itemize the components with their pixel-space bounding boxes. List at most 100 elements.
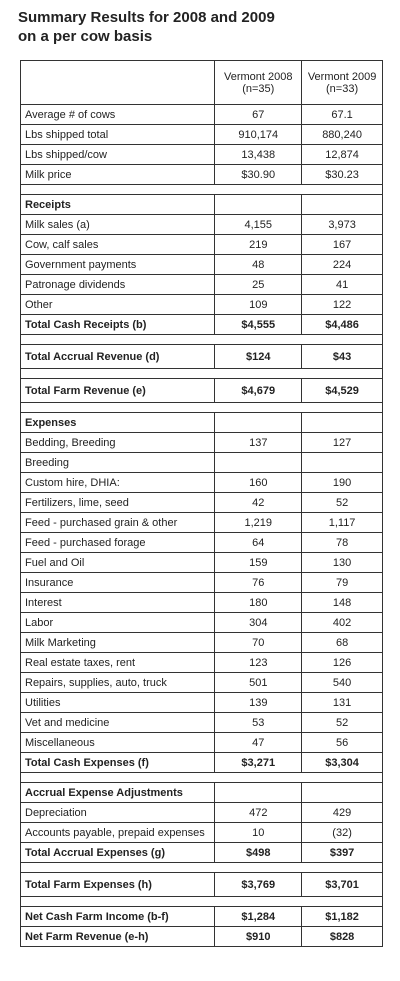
table-row: Receipts (19, 194, 383, 215)
cell-value: 10 (214, 822, 303, 843)
spacer (20, 368, 383, 379)
cell-value: 109 (214, 294, 303, 315)
cell-value (214, 782, 303, 803)
cell-value: 78 (301, 532, 383, 553)
cell-value: 122 (301, 294, 383, 315)
cell-value: 123 (214, 652, 303, 673)
cell-value: 137 (214, 432, 303, 453)
table-row: Real estate taxes, rent 123 126 (19, 652, 383, 673)
table-row: Total Cash Receipts (b) $4,555 $4,486 (19, 314, 383, 335)
table-row: Fuel and Oil 159 130 (19, 552, 383, 573)
cell-value: $3,304 (301, 752, 383, 773)
cell-value: 139 (214, 692, 303, 713)
cell-value: 131 (301, 692, 383, 713)
row-label: Bedding, Breeding (19, 432, 216, 453)
table-row: Cow, calf sales 219 167 (19, 234, 383, 255)
row-label: Milk price (19, 164, 216, 185)
cell-value: 540 (301, 672, 383, 693)
table-row: Patronage dividends 25 41 (19, 274, 383, 295)
cell-value: 304 (214, 612, 303, 633)
title-line: on a per cow basis (18, 28, 153, 45)
table-row: Expenses (19, 412, 383, 433)
table-row: Bedding, Breeding 137 127 (19, 432, 383, 453)
table-row: Government payments 48 224 (19, 254, 383, 275)
table-row: Insurance 76 79 (19, 572, 383, 593)
table-row: Milk sales (a) 4,155 3,973 (19, 214, 383, 235)
row-label: Interest (19, 592, 216, 613)
cell-value: 180 (214, 592, 303, 613)
table-row: Milk Marketing 70 68 (19, 632, 383, 653)
row-label: Milk sales (a) (19, 214, 216, 235)
row-label: Total Accrual Revenue (d) (19, 344, 216, 369)
spacer-cell (20, 184, 383, 195)
cell-value: 41 (301, 274, 383, 295)
table-row: Miscellaneous 47 56 (19, 732, 383, 753)
row-label: Fertilizers, lime, seed (19, 492, 216, 513)
cell-value: 64 (214, 532, 303, 553)
row-label: Custom hire, DHIA: (19, 472, 216, 493)
cell-value: 1,117 (301, 512, 383, 533)
row-label: Other (19, 294, 216, 315)
table-row: Feed - purchased forage 64 78 (19, 532, 383, 553)
row-label: Depreciation (19, 802, 216, 823)
spacer-cell (20, 334, 383, 345)
row-label: Labor (19, 612, 216, 633)
table-row: Total Farm Expenses (h) $3,769 $3,701 (19, 872, 383, 897)
cell-value: 219 (214, 234, 303, 255)
row-label: Total Farm Revenue (e) (19, 378, 216, 403)
cell-value: 48 (214, 254, 303, 275)
spacer-cell (20, 368, 383, 379)
table-row: Labor 304 402 (19, 612, 383, 633)
row-label: Insurance (19, 572, 216, 593)
cell-value: 67.1 (301, 104, 383, 125)
column-header: Vermont 2008 (n=35) (214, 60, 303, 105)
summary-table: Vermont 2008 (n=35) Vermont 2009 (n=33) Av… (19, 60, 383, 947)
cell-value: $4,486 (301, 314, 383, 335)
cell-value: 68 (301, 632, 383, 653)
table-row: Feed - purchased grain & other 1,219 1,117 (19, 512, 383, 533)
cell-value: $828 (301, 926, 383, 947)
spacer (20, 184, 383, 195)
cell-value: $4,555 (214, 314, 303, 335)
cell-value: 190 (301, 472, 383, 493)
cell-value: 13,438 (214, 144, 303, 165)
cell-value: $30.90 (214, 164, 303, 185)
cell-value: $3,701 (301, 872, 383, 897)
cell-value: $910 (214, 926, 303, 947)
spacer-cell (20, 896, 383, 907)
cell-value: 472 (214, 802, 303, 823)
title: Summary Results for 2008 and 2009 on a p… (18, 8, 275, 46)
cell-value: 160 (214, 472, 303, 493)
title-line: Summary Results for 2008 and 2009 (18, 9, 275, 26)
spacer (20, 402, 383, 413)
cell-value: 1,219 (214, 512, 303, 533)
row-label: Accrual Expense Adjustments (19, 782, 216, 803)
row-label: Breeding (19, 452, 216, 473)
row-label: Miscellaneous (19, 732, 216, 753)
table-row: Other 109 122 (19, 294, 383, 315)
table-row: Net Cash Farm Income (b-f) $1,284 $1,182 (19, 906, 383, 927)
table-row: Lbs shipped total 910,174 880,240 (19, 124, 383, 145)
row-label: Total Farm Expenses (h) (19, 872, 216, 897)
spacer (20, 772, 383, 783)
cell-value: 52 (301, 492, 383, 513)
row-label: Lbs shipped total (19, 124, 216, 145)
table-row: Interest 180 148 (19, 592, 383, 613)
cell-value: $397 (301, 842, 383, 863)
cell-value: $30.23 (301, 164, 383, 185)
cell-value: $3,769 (214, 872, 303, 897)
cell-value (214, 194, 303, 215)
row-label: Receipts (19, 194, 216, 215)
cell-value: $124 (214, 344, 303, 369)
row-label: Total Accrual Expenses (g) (19, 842, 216, 863)
column-header: Vermont 2009 (n=33) (301, 60, 383, 105)
cell-value: 880,240 (301, 124, 383, 145)
table-row: Breeding (19, 452, 383, 473)
table-row: Average # of cows 67 67.1 (19, 104, 383, 125)
row-label: Milk Marketing (19, 632, 216, 653)
cell-value (301, 194, 383, 215)
cell-value: 910,174 (214, 124, 303, 145)
header-row: Vermont 2008 (n=35) Vermont 2009 (n=33) (19, 60, 383, 105)
cell-value (301, 412, 383, 433)
